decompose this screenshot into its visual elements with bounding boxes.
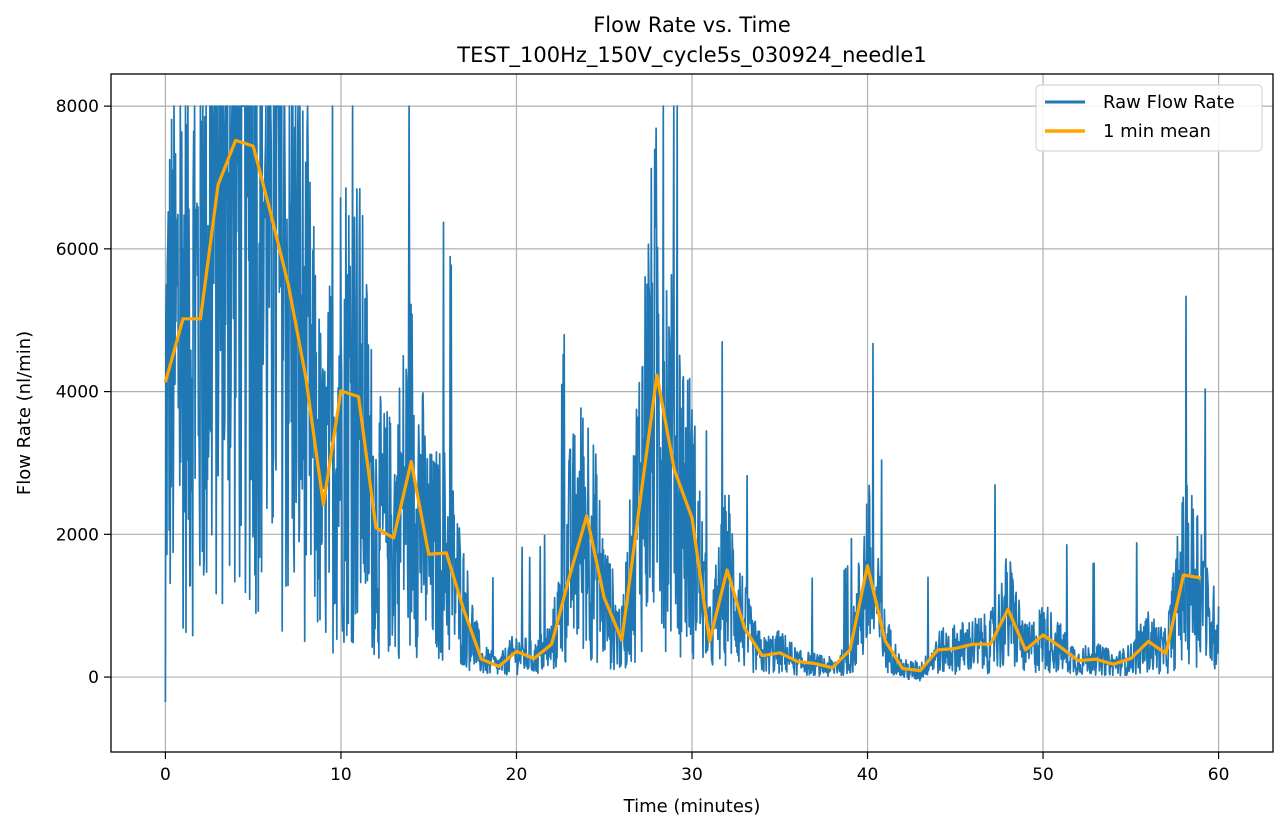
x-tick-label: 50 <box>1032 765 1054 785</box>
chart-subtitle: TEST_100Hz_150V_cycle5s_030924_needle1 <box>456 43 926 68</box>
x-tick-label: 60 <box>1208 765 1230 785</box>
x-tick-label: 20 <box>506 765 528 785</box>
x-tick-label: 0 <box>160 765 171 785</box>
y-tick-label: 2000 <box>56 525 99 545</box>
y-tick-label: 6000 <box>56 240 99 260</box>
legend-label-raw-flow-rate: Raw Flow Rate <box>1103 92 1235 113</box>
legend: Raw Flow Rate 1 min mean <box>1035 84 1263 152</box>
x-tick-label: 10 <box>330 765 352 785</box>
legend-label-1-min-mean: 1 min mean <box>1103 121 1211 142</box>
y-tick-label: 0 <box>88 668 99 688</box>
series-1-min-mean-line <box>163 138 1202 673</box>
y-tick-label: 4000 <box>56 383 99 403</box>
x-axis-label: Time (minutes) <box>623 796 761 817</box>
series-layer <box>163 105 1220 703</box>
legend-box <box>1035 84 1263 152</box>
series-raw-flow-rate-line <box>164 105 1220 703</box>
x-axis-ticks: 0 10 20 30 40 50 60 <box>160 752 1229 785</box>
chart-title: Flow Rate vs. Time <box>593 13 791 37</box>
y-axis-label: Flow Rate (nl/min) <box>14 331 35 495</box>
y-axis-ticks: 0 2000 4000 6000 8000 <box>56 97 111 688</box>
x-tick-label: 40 <box>857 765 879 785</box>
x-tick-label: 30 <box>681 765 703 785</box>
y-tick-label: 8000 <box>56 97 99 117</box>
